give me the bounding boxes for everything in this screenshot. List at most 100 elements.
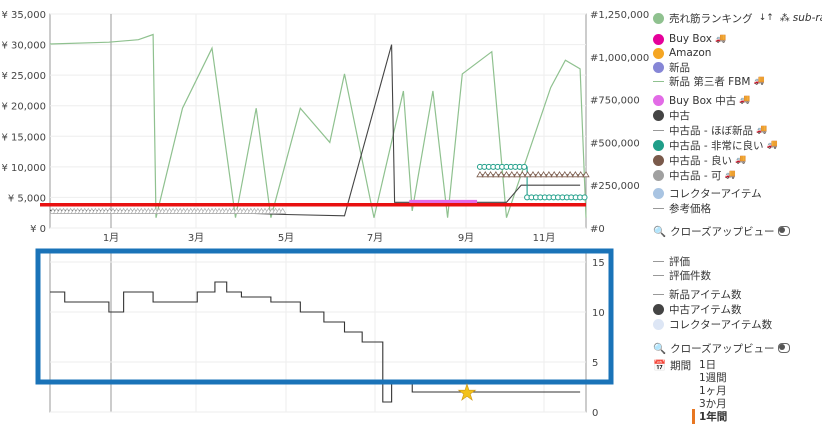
data-point bbox=[521, 163, 528, 170]
legend-label: Buy Box bbox=[669, 33, 712, 45]
legend-list-price[interactable]: 参考価格 bbox=[653, 200, 711, 216]
legend-label: 新品 bbox=[669, 61, 690, 74]
sales-rank-dot-icon bbox=[653, 12, 664, 24]
magnifier-icon: 🔍 bbox=[653, 225, 667, 238]
legend-rating[interactable]: 評価 bbox=[653, 253, 690, 269]
closeup-toggle-top[interactable]: 🔍 クローズアップビュー bbox=[653, 223, 790, 239]
used-item-dot-icon bbox=[653, 303, 664, 315]
data-point bbox=[513, 171, 521, 178]
legend-new-3p-fbm[interactable]: 新品 第三者 FBM 🚚 bbox=[653, 73, 765, 89]
data-point bbox=[481, 171, 489, 178]
data-point bbox=[566, 171, 574, 178]
y-right-tick-label: #250,000 bbox=[590, 181, 640, 192]
closeup-label: クローズアップビュー bbox=[670, 342, 775, 355]
used-very-good-dot-icon bbox=[653, 139, 664, 151]
data-point bbox=[576, 171, 585, 178]
line-icon bbox=[653, 274, 664, 276]
truck-icon: 🚚 bbox=[714, 34, 727, 44]
data-point bbox=[508, 171, 516, 178]
line-icon bbox=[653, 293, 664, 295]
series-line bbox=[49, 33, 587, 218]
legend-used[interactable]: 中古 bbox=[653, 107, 690, 123]
truck-icon: 🚚 bbox=[766, 140, 778, 150]
legend-sales-rank[interactable]: 売れ筋ランキング ↓↑ ⁂ sub-ra bbox=[653, 10, 822, 26]
y-left-tick-label: ¥ 25,000 bbox=[1, 71, 46, 82]
sort-icon[interactable]: ↓↑ bbox=[758, 13, 774, 23]
legend-used-very-good[interactable]: 中古品 - 非常に良い 🚚 bbox=[653, 137, 778, 153]
data-point bbox=[523, 171, 532, 178]
legend-used-acceptable[interactable]: 中古品 - 可 🚚 bbox=[653, 167, 736, 183]
data-point bbox=[561, 171, 569, 178]
line-icon bbox=[653, 80, 664, 82]
legend-label: コレクターアイテム数 bbox=[669, 318, 773, 331]
legend-collectible[interactable]: コレクターアイテム bbox=[653, 185, 762, 201]
toggle-icon[interactable] bbox=[777, 226, 790, 236]
buybox-used-dot-icon bbox=[653, 94, 664, 106]
y-right-tick-label: 10 bbox=[592, 308, 605, 319]
data-point bbox=[476, 171, 484, 178]
y-right-tick-label: #1,000,000 bbox=[590, 53, 649, 64]
data-point bbox=[555, 171, 564, 178]
y-right-tick-label: #750,000 bbox=[590, 96, 640, 107]
closeup-label: クローズアップビュー bbox=[670, 225, 775, 238]
data-point bbox=[545, 171, 553, 178]
data-point bbox=[518, 171, 527, 178]
legend-new[interactable]: 新品 bbox=[653, 59, 690, 75]
y-right-tick-label: 15 bbox=[592, 258, 605, 269]
y-right-tick-label: 5 bbox=[592, 358, 598, 369]
x-tick-label: 9月 bbox=[458, 232, 474, 244]
legend-collectible-item-count[interactable]: コレクターアイテム数 bbox=[653, 316, 772, 332]
subrank-tree-icon[interactable]: ⁂ bbox=[779, 12, 790, 24]
legend-label: 中古品 - 良い bbox=[669, 154, 732, 167]
period-3m[interactable]: 3か月 bbox=[699, 398, 727, 410]
legend-used-item-count[interactable]: 中古アイテム数 bbox=[653, 301, 741, 317]
legend-used-like-new[interactable]: 中古品 - ほぼ新品 🚚 bbox=[653, 122, 767, 138]
y-left-tick-label: ¥ 0 bbox=[30, 224, 46, 235]
x-tick-label: 11月 bbox=[533, 232, 556, 244]
data-point bbox=[502, 171, 511, 178]
legend-label: 評価 bbox=[669, 255, 690, 268]
legend-buybox-used[interactable]: Buy Box 中古 🚚 bbox=[653, 92, 750, 108]
x-tick-label: 1月 bbox=[103, 232, 119, 244]
collectible-dot-icon bbox=[653, 187, 664, 199]
y-right-tick-label: #1,250,000 bbox=[590, 10, 649, 21]
data-point bbox=[550, 171, 558, 178]
period-1m[interactable]: 1ヶ月 bbox=[699, 385, 727, 397]
legend-label: 中古アイテム数 bbox=[669, 303, 742, 316]
used-good-dot-icon bbox=[653, 154, 664, 166]
top-plot-frame bbox=[49, 13, 587, 229]
legend-label: 新品アイテム数 bbox=[669, 288, 742, 301]
legend-amazon[interactable]: Amazon bbox=[653, 45, 711, 61]
y-left-tick-label: ¥ 35,000 bbox=[1, 10, 46, 21]
data-point bbox=[581, 194, 588, 201]
buybox-dot-icon bbox=[653, 33, 664, 45]
period-1w[interactable]: 1週間 bbox=[699, 372, 727, 384]
truck-icon: 🚚 bbox=[755, 125, 768, 135]
legend-label: コレクターアイテム bbox=[669, 187, 762, 200]
period-1y[interactable]: 1年間 bbox=[692, 409, 727, 424]
collectible-item-dot-icon bbox=[653, 318, 664, 330]
data-point bbox=[486, 171, 495, 178]
data-point bbox=[539, 171, 548, 178]
legend-used-good[interactable]: 中古品 - 良い 🚚 bbox=[653, 152, 746, 168]
period-1d[interactable]: 1日 bbox=[699, 359, 717, 371]
truck-icon: 🚚 bbox=[739, 95, 751, 105]
closeup-toggle-bottom[interactable]: 🔍 クローズアップビュー bbox=[653, 340, 790, 356]
legend-label: 中古品 - 可 bbox=[669, 169, 722, 182]
toggle-icon[interactable] bbox=[777, 343, 790, 353]
highlight-box bbox=[35, 248, 614, 385]
legend-label: 参考価格 bbox=[669, 202, 711, 215]
amazon-dot-icon bbox=[653, 47, 664, 59]
y-right-tick-label: #0 bbox=[590, 224, 605, 235]
truck-icon: 🚚 bbox=[753, 76, 765, 86]
data-point bbox=[279, 207, 287, 214]
legend-label: 売れ筋ランキング bbox=[669, 12, 753, 25]
legend-new-item-count[interactable]: 新品アイテム数 bbox=[653, 286, 741, 302]
legend-rating-count[interactable]: 評価件数 bbox=[653, 267, 711, 283]
subrank-label[interactable]: sub-ra bbox=[792, 12, 822, 24]
legend-label: 中古品 - 非常に良い bbox=[669, 139, 764, 152]
used-acceptable-dot-icon bbox=[653, 169, 664, 181]
legend-buybox[interactable]: Buy Box 🚚 bbox=[653, 31, 726, 47]
y-left-tick-label: ¥ 5,000 bbox=[8, 193, 46, 204]
new-dot-icon bbox=[653, 61, 664, 73]
